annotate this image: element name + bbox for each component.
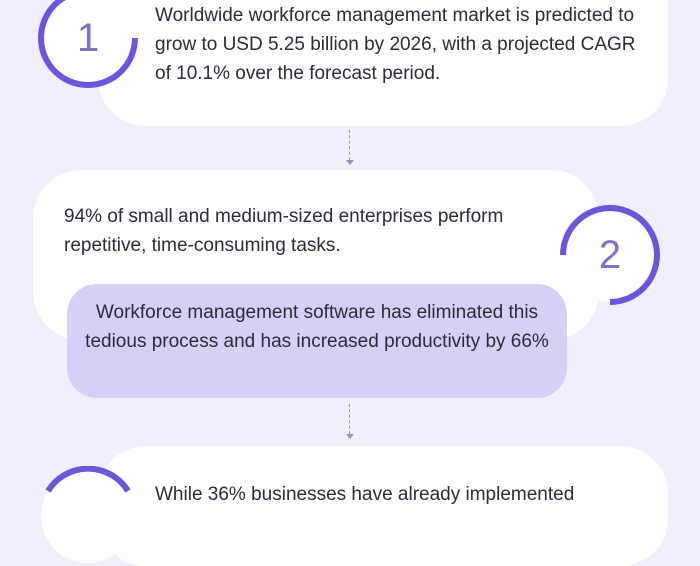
step-2-highlight-box [67,284,567,398]
step-3-text: While 36% businesses have already implem… [155,484,575,505]
connector-line-2 [349,404,350,434]
step-1-number: 1 [76,15,100,60]
step-2-badge: 2 [560,205,660,305]
step-1-badge: 1 [38,0,138,88]
connector-arrow-1 [346,160,354,165]
step-1-card [98,0,668,126]
step-2-highlight-text: Workforce management software has elimin… [85,302,549,352]
step-3-badge [38,466,138,566]
step-1-text: Worldwide workforce management market is… [155,5,636,84]
step-2-number: 2 [598,232,622,277]
connector-arrow-2 [346,434,354,439]
step-2-text: 94% of small and medium-sized enterprise… [64,206,504,256]
connector-line-1 [349,130,350,160]
